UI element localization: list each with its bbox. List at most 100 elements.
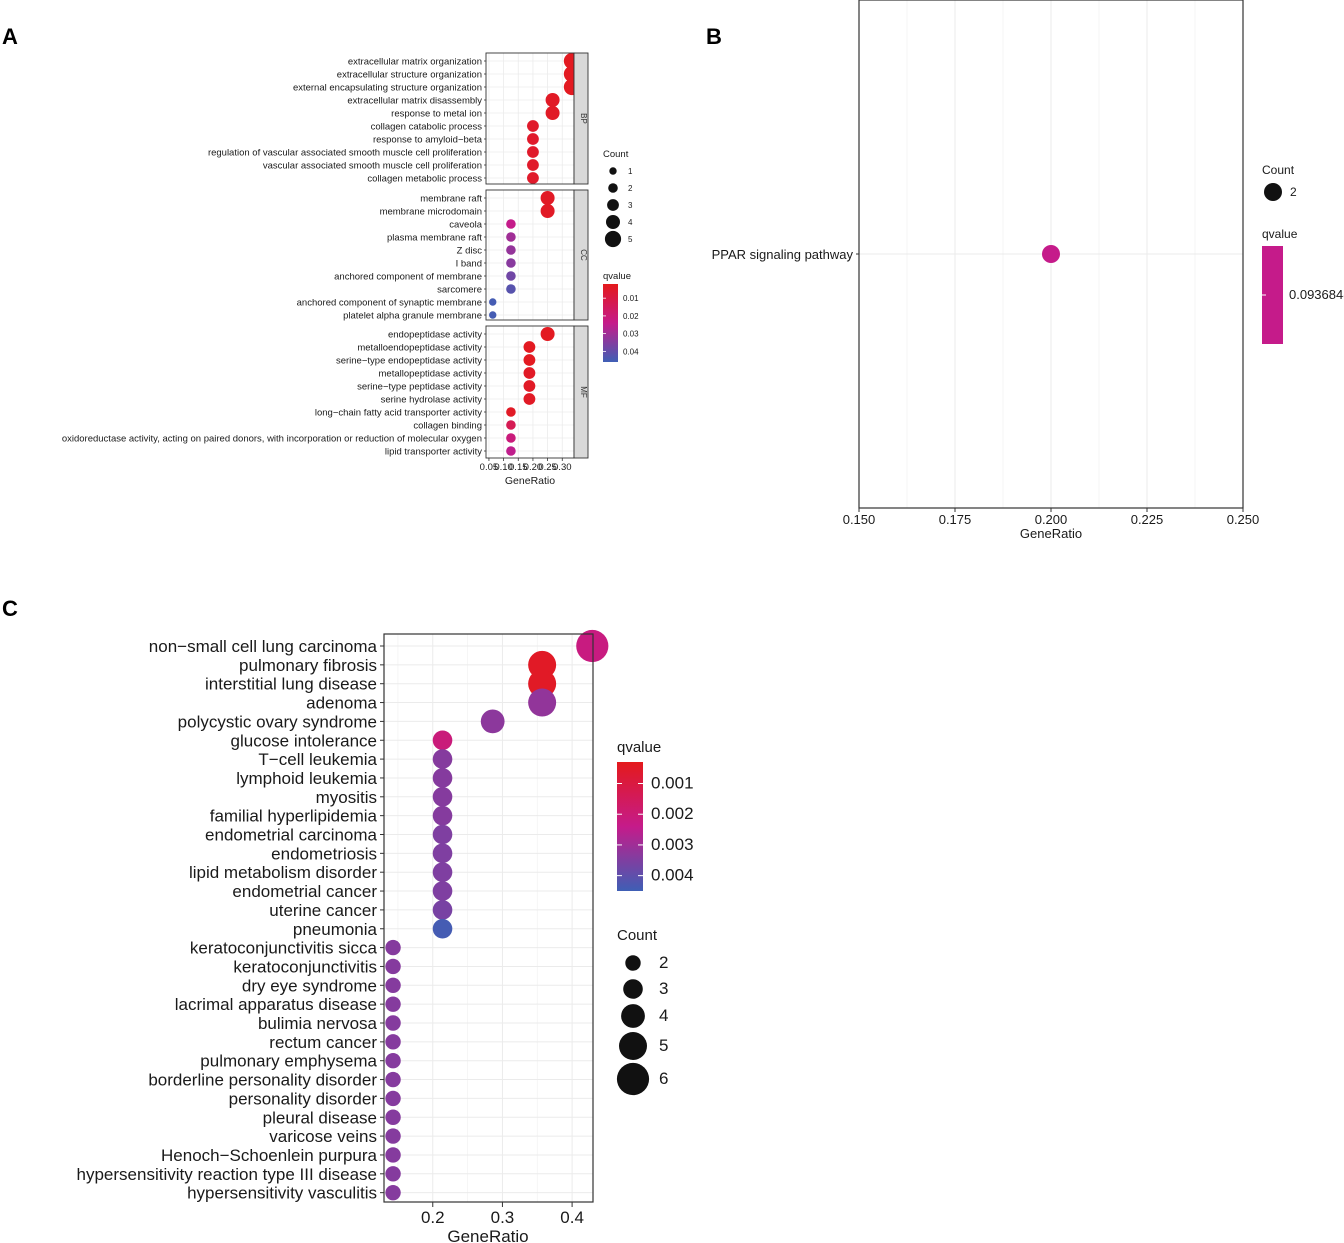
legend-count-dot: [1264, 183, 1282, 201]
dot-mf: [523, 341, 536, 353]
term-label: lacrimal apparatus disease: [175, 995, 377, 1014]
legend-count-dot: [619, 1032, 647, 1060]
facet-strip-label: MF: [579, 386, 588, 398]
dot-cc: [506, 271, 516, 281]
x-tick-label: 0.30: [553, 462, 572, 473]
term-label: rectum cancer: [269, 1033, 377, 1052]
plot-border: [383, 633, 594, 1203]
term-label: keratoconjunctivitis sicca: [190, 939, 378, 958]
dot-cc: [506, 258, 516, 268]
term-label: uterine cancer: [269, 901, 377, 920]
legend-q-label: 0.02: [623, 312, 639, 321]
dot: [385, 1015, 401, 1031]
term-label: adenoma: [306, 694, 377, 713]
dot: [480, 709, 505, 734]
legend-count-label: 3: [628, 201, 633, 210]
term-label: myositis: [316, 788, 377, 807]
dot-cc: [506, 232, 516, 242]
term-label: hypersensitivity vasculitis: [187, 1184, 377, 1203]
term-label: personality disorder: [229, 1089, 378, 1108]
legend-count-dot: [608, 183, 618, 193]
x-tick-label: 0.200: [1035, 512, 1068, 527]
term-label: PPAR signaling pathway: [712, 247, 854, 262]
term-label: serine hydrolase activity: [381, 394, 483, 405]
term-label: sarcomere: [437, 284, 482, 295]
dot-cc: [506, 245, 516, 255]
term-label: keratoconjunctivitis: [233, 957, 377, 976]
dot: [432, 900, 453, 920]
term-label: borderline personality disorder: [148, 1071, 377, 1090]
dot: [385, 1071, 401, 1088]
x-tick-label: 0.3: [491, 1208, 515, 1227]
dot-bp: [545, 106, 560, 120]
legend-count-dot: [616, 1062, 650, 1096]
dot: [432, 805, 453, 826]
dot-cc: [489, 311, 497, 319]
term-label: pulmonary emphysema: [200, 1052, 377, 1071]
legend-count-label: 2: [628, 184, 633, 193]
legend-count-label: 6: [659, 1069, 668, 1088]
term-label: collagen binding: [413, 420, 482, 431]
dot-mf: [506, 420, 516, 430]
term-label: Henoch−Schoenlein purpura: [161, 1146, 378, 1165]
dot: [432, 787, 453, 807]
legend-q-label: 0.004: [651, 866, 694, 885]
dot: [385, 996, 401, 1012]
dot-mf: [540, 327, 555, 341]
legend-q-colorbar: [617, 762, 643, 891]
term-label: metalloendopeptidase activity: [357, 342, 482, 353]
term-label: interstitial lung disease: [205, 675, 377, 694]
term-label: metallopeptidase activity: [379, 368, 483, 379]
legend-count-label: 2: [659, 953, 668, 972]
legend-count-dot: [609, 167, 617, 175]
legend-count-dot: [604, 230, 622, 248]
legend-count-dot: [625, 955, 641, 971]
legend-count-dot: [621, 1004, 645, 1028]
dot-bp: [527, 172, 539, 184]
dot: [385, 1109, 401, 1125]
term-label: non−small cell lung carcinoma: [149, 637, 378, 656]
x-axis-title: GeneRatio: [505, 475, 555, 487]
dot: [385, 1053, 401, 1069]
dot-cc: [540, 191, 555, 205]
panel-a-go-dotplot: extracellular matrix organization extrace…: [62, 52, 639, 487]
facet-strip-label: BP: [579, 113, 588, 124]
legend-q-label: 0.002: [651, 804, 694, 823]
legend-q-label: 0.03: [623, 330, 639, 339]
dot-mf: [523, 367, 536, 379]
legend-q-label: 0.04: [623, 347, 639, 356]
legend-count-label: 3: [659, 979, 668, 998]
dot: [432, 730, 453, 751]
legend-count-dot: [606, 215, 620, 229]
term-label: endometrial carcinoma: [205, 826, 378, 845]
term-label: hypersensitivity reaction type III disea…: [77, 1165, 377, 1184]
dot-cc: [489, 298, 497, 306]
term-label: lipid metabolism disorder: [189, 863, 377, 882]
legend-count-label: 4: [628, 218, 633, 227]
legend-count-title: Count: [617, 927, 658, 944]
dot-bp: [545, 93, 560, 107]
facet-strip: [573, 52, 589, 185]
dot-mf: [506, 407, 516, 417]
dot: [432, 824, 453, 845]
term-label: dry eye syndrome: [242, 976, 377, 995]
legend-q-title: qvalue: [617, 739, 661, 756]
legend-count-title: Count: [603, 149, 629, 160]
x-tick-label: 0.225: [1131, 512, 1164, 527]
dot: [385, 1090, 401, 1107]
term-label: endometrial cancer: [232, 882, 377, 901]
dot: [432, 768, 453, 788]
x-axis-title: GeneRatio: [1020, 526, 1082, 541]
legend-q-colorbar: [603, 284, 618, 362]
dot: [385, 1128, 401, 1144]
term-label: serine−type peptidase activity: [357, 381, 482, 392]
term-label: membrane raft: [420, 193, 482, 204]
term-label: collagen metabolic process: [367, 173, 482, 184]
legend-count-label: 5: [659, 1036, 668, 1055]
legend-count-dot: [607, 199, 619, 211]
dot-mf: [506, 446, 516, 456]
dot-cc: [506, 284, 516, 294]
legend-count-title: Count: [1262, 163, 1295, 177]
